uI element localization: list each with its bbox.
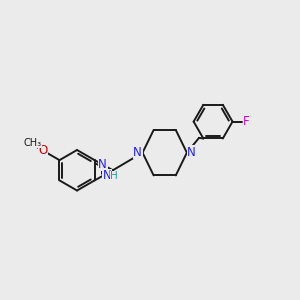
Text: N: N	[98, 158, 107, 171]
Text: N: N	[133, 146, 142, 159]
Text: CH₃: CH₃	[23, 138, 41, 148]
Text: O: O	[38, 144, 48, 157]
Text: F: F	[243, 115, 250, 128]
Text: H: H	[110, 172, 118, 182]
Text: N: N	[102, 169, 111, 182]
Text: N: N	[188, 146, 196, 159]
